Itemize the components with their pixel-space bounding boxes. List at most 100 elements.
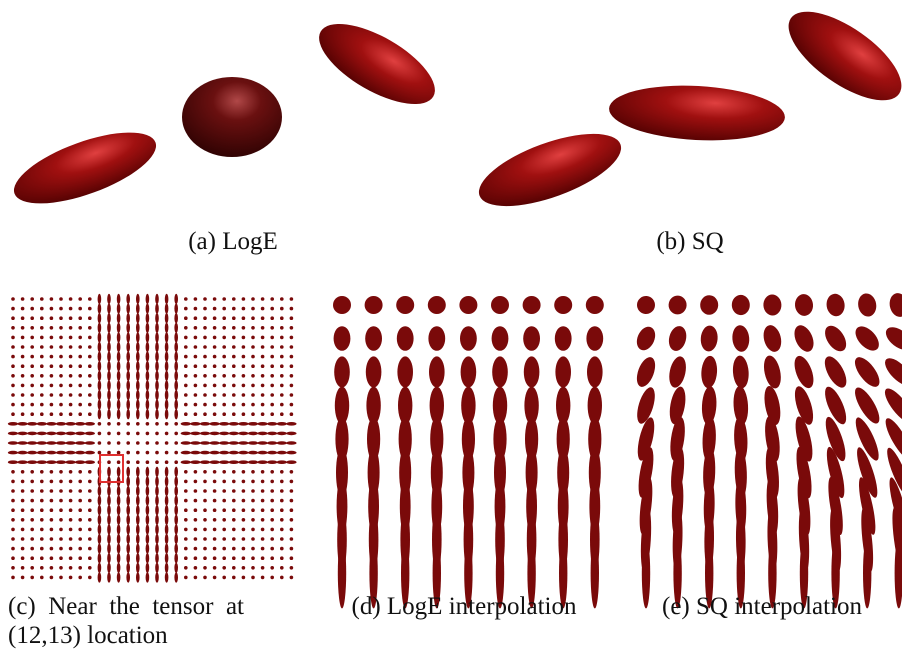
glyph xyxy=(232,326,236,330)
glyph xyxy=(116,495,121,506)
glyph xyxy=(524,386,539,425)
glyph xyxy=(136,341,140,353)
glyph xyxy=(145,422,150,426)
glyph xyxy=(11,470,15,474)
glyph xyxy=(203,345,207,349)
glyph xyxy=(673,537,682,609)
glyph xyxy=(335,416,349,462)
glyph xyxy=(825,416,846,462)
glyph xyxy=(84,450,96,455)
glyph xyxy=(68,354,73,359)
glyph xyxy=(174,460,178,465)
glyph xyxy=(184,364,188,369)
glyph xyxy=(212,306,217,311)
glyph xyxy=(270,402,275,407)
glyph xyxy=(228,422,239,426)
glyph xyxy=(280,575,284,580)
glyph xyxy=(212,489,217,493)
glyph xyxy=(55,450,67,455)
glyph xyxy=(184,402,188,407)
glyph xyxy=(203,364,207,369)
glyph xyxy=(107,389,111,401)
glyph xyxy=(40,546,44,551)
glyph xyxy=(40,479,44,484)
glyph xyxy=(30,489,34,493)
glyph xyxy=(289,498,294,503)
glyph xyxy=(232,335,236,340)
glyph xyxy=(270,489,275,493)
glyph xyxy=(190,431,201,436)
glyph xyxy=(20,297,25,301)
glyph xyxy=(555,356,571,388)
glyph xyxy=(794,294,814,316)
glyph xyxy=(429,386,444,425)
glyph xyxy=(768,537,777,609)
glyph xyxy=(49,575,54,580)
glyph xyxy=(825,325,847,352)
glyph xyxy=(65,441,76,445)
glyph xyxy=(107,441,111,445)
glyph xyxy=(222,316,226,321)
glyph xyxy=(668,326,687,351)
glyph xyxy=(492,386,508,425)
glyph xyxy=(276,441,287,445)
glyph xyxy=(46,431,57,436)
glyph xyxy=(184,556,188,560)
glyph xyxy=(669,356,686,388)
glyph xyxy=(36,441,47,445)
glyph xyxy=(107,370,111,381)
glyph xyxy=(20,364,25,369)
glyph xyxy=(116,351,121,362)
glyph xyxy=(794,355,814,389)
glyph xyxy=(78,335,82,340)
glyph xyxy=(155,466,159,477)
glyph xyxy=(155,505,159,516)
glyph xyxy=(164,476,169,487)
glyph xyxy=(68,556,73,560)
glyph xyxy=(193,546,198,551)
glyph xyxy=(68,306,73,311)
glyph xyxy=(828,477,843,535)
glyph xyxy=(556,386,571,425)
glyph xyxy=(174,524,178,535)
glyph xyxy=(126,466,130,477)
glyph xyxy=(260,498,265,503)
glyph xyxy=(280,498,284,503)
glyph xyxy=(203,527,207,532)
glyph xyxy=(289,316,294,321)
glyph xyxy=(794,325,814,352)
glyph xyxy=(68,364,73,369)
glyph xyxy=(78,412,82,417)
glyph xyxy=(174,476,178,487)
glyph xyxy=(107,361,111,372)
glyph xyxy=(59,316,63,321)
glyph xyxy=(88,354,92,359)
glyph xyxy=(280,354,284,359)
glyph xyxy=(398,416,412,462)
glyph xyxy=(228,441,239,445)
glyph xyxy=(260,345,265,349)
glyph xyxy=(286,450,297,455)
glyph xyxy=(232,383,236,388)
glyph xyxy=(251,508,255,512)
glyph xyxy=(88,470,92,474)
glyph xyxy=(155,485,159,497)
glyph xyxy=(40,316,44,321)
glyph xyxy=(232,508,236,512)
glyph xyxy=(831,537,840,609)
glyph xyxy=(270,546,275,551)
glyph xyxy=(238,422,249,426)
glyph xyxy=(88,412,92,417)
glyph xyxy=(68,508,73,512)
glyph xyxy=(78,556,82,560)
glyph xyxy=(88,335,92,340)
glyph xyxy=(222,527,226,532)
glyph xyxy=(212,354,217,359)
glyph xyxy=(174,431,178,436)
glyph xyxy=(49,306,54,311)
glyph xyxy=(251,383,255,388)
glyph xyxy=(190,450,201,455)
glyph xyxy=(68,412,73,417)
glyph xyxy=(116,332,121,343)
glyph xyxy=(203,297,207,301)
